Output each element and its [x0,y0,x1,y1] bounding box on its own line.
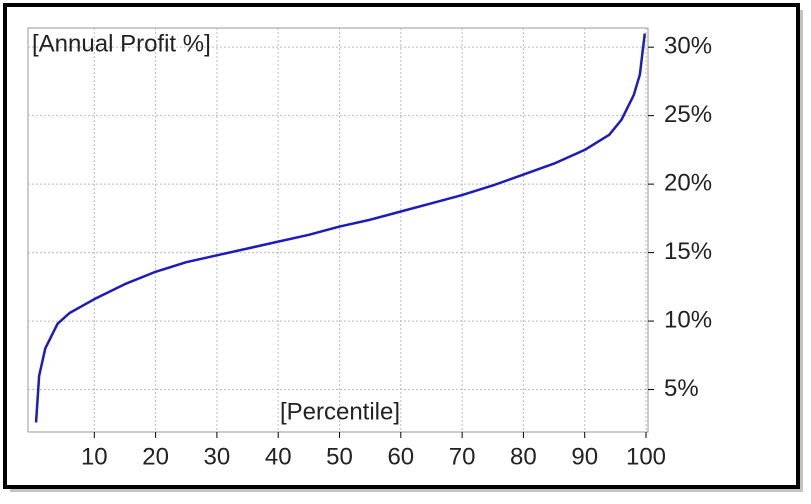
chart-title: [Annual Profit %] [32,30,211,57]
x-tick-label: 70 [449,443,476,470]
x-tick-label: 60 [387,443,414,470]
x-tick-label: 20 [142,443,169,470]
x-tick-label: 30 [204,443,231,470]
x-tick-label: 10 [81,443,108,470]
plot-area [27,27,649,433]
x-tick-label: 100 [626,443,666,470]
y-tick-label: 30% [664,33,712,60]
x-tick-label: 80 [510,443,537,470]
y-tick-label: 5% [664,375,699,402]
x-tick-label: 90 [571,443,598,470]
line-series [34,33,647,423]
y-tick-label: 15% [664,238,712,265]
x-axis-label: [Percentile] [280,398,400,425]
grid [28,28,648,432]
x-tick-label: 40 [265,443,292,470]
x-tick-label: 50 [326,443,353,470]
y-tick-label: 10% [664,306,712,333]
y-tick-label: 20% [664,169,712,196]
y-tick-label: 25% [664,101,712,128]
